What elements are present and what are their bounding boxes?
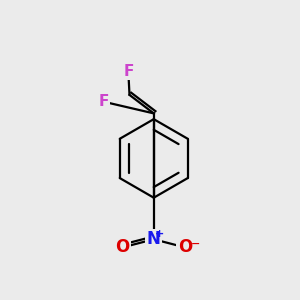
Text: −: − bbox=[190, 239, 200, 249]
Text: +: + bbox=[155, 229, 164, 239]
Text: N: N bbox=[147, 230, 161, 248]
Text: F: F bbox=[123, 64, 134, 79]
Text: F: F bbox=[99, 94, 109, 109]
Text: O: O bbox=[116, 238, 130, 256]
Text: O: O bbox=[178, 238, 192, 256]
